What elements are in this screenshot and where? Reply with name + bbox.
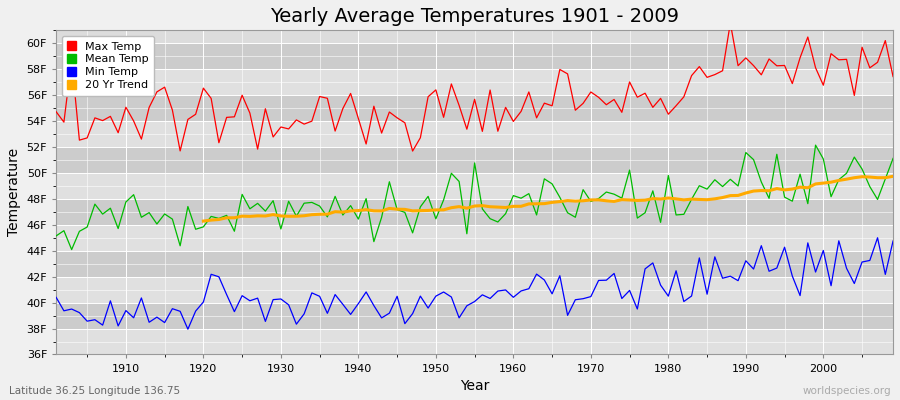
Bar [56, 69, 893, 95]
X-axis label: Year: Year [460, 379, 490, 393]
Bar [56, 225, 893, 251]
Y-axis label: Temperature: Temperature [7, 148, 21, 236]
Bar [56, 303, 893, 328]
Bar [56, 328, 893, 354]
Bar [56, 95, 893, 121]
Title: Yearly Average Temperatures 1901 - 2009: Yearly Average Temperatures 1901 - 2009 [270, 7, 680, 26]
Bar [56, 121, 893, 147]
Text: Latitude 36.25 Longitude 136.75: Latitude 36.25 Longitude 136.75 [9, 386, 180, 396]
Legend: Max Temp, Mean Temp, Min Temp, 20 Yr Trend: Max Temp, Mean Temp, Min Temp, 20 Yr Tre… [62, 36, 154, 96]
Bar [56, 43, 893, 69]
Bar [56, 277, 893, 303]
Bar [56, 251, 893, 277]
Text: worldspecies.org: worldspecies.org [803, 386, 891, 396]
Bar [56, 147, 893, 173]
Bar [56, 199, 893, 225]
Bar [56, 173, 893, 199]
